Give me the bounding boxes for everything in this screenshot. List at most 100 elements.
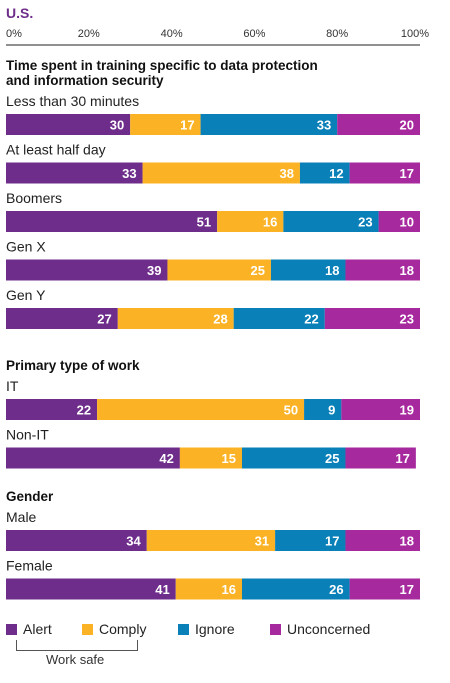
bar-segment-alert xyxy=(6,259,168,281)
bar-segment-alert xyxy=(6,399,98,420)
data-label: 33 xyxy=(122,166,136,181)
data-label: 18 xyxy=(400,534,414,549)
data-label: 15 xyxy=(222,451,236,466)
chart-title: U.S. xyxy=(6,5,33,21)
data-label: 10 xyxy=(400,215,414,230)
data-label: 25 xyxy=(250,263,264,278)
bar-segment-ignore xyxy=(241,447,346,469)
bar-segment-comply xyxy=(130,114,201,135)
bar-segment-alert xyxy=(6,308,118,329)
category-label: Gen X xyxy=(6,239,46,255)
data-label: 38 xyxy=(279,166,293,181)
x-tick-label: 40% xyxy=(161,28,183,40)
data-label: 17 xyxy=(325,534,339,549)
section-heading: Gender xyxy=(6,489,54,504)
bar-segment-comply xyxy=(97,399,305,420)
category-label: Male xyxy=(6,509,37,525)
bar-segment-ignore xyxy=(304,399,342,420)
data-label: 42 xyxy=(159,451,173,466)
bar-segment-comply xyxy=(175,578,242,600)
legend-item-comply: Comply xyxy=(82,620,146,638)
stacked-bar-chart: U.S. 0% 20% 40% 60% 80% 100% Time spent in tr… xyxy=(6,5,429,600)
bar-segment-unconcerned xyxy=(349,578,420,600)
bar-segment-alert xyxy=(6,114,131,135)
chart-sections: Time spent in training specific to data … xyxy=(6,58,420,600)
category-label: Female xyxy=(6,558,53,574)
legend-swatch-comply xyxy=(82,624,93,635)
bar-segment-alert xyxy=(6,447,180,469)
category-label: Non-IT xyxy=(6,427,49,443)
work-safe-label: Work safe xyxy=(46,652,105,667)
legend-label-alert: Alert xyxy=(23,621,52,637)
data-label: 17 xyxy=(400,582,414,597)
bar-segment-unconcerned xyxy=(324,308,420,329)
data-label: 28 xyxy=(213,312,227,327)
data-label: 17 xyxy=(180,118,194,133)
data-label: 22 xyxy=(77,403,91,418)
section-heading: and information security xyxy=(6,73,164,88)
legend: Alert Comply Ignore Unconcerned Work saf… xyxy=(6,620,446,670)
x-tick-label: 20% xyxy=(78,28,100,40)
data-label: 33 xyxy=(317,118,331,133)
section-heading: Primary type of work xyxy=(6,358,140,373)
bar-segment-comply xyxy=(217,211,284,232)
bar-segment-comply xyxy=(167,259,271,281)
chart-section: Gender Male 34 31 17 18 Female 41 16 26 17 xyxy=(6,489,420,600)
data-label: 9 xyxy=(328,403,335,418)
data-label: 41 xyxy=(155,582,169,597)
data-label: 39 xyxy=(147,263,161,278)
chart-section: Time spent in training specific to data … xyxy=(6,58,420,329)
data-label: 16 xyxy=(222,582,236,597)
data-label: 17 xyxy=(395,451,409,466)
data-label: 51 xyxy=(197,215,211,230)
bar-segment-unconcerned xyxy=(341,399,420,420)
chart-section: Primary type of work IT 22 50 9 19 Non-IT 42 15 2… xyxy=(6,358,420,469)
bar-segment-unconcerned xyxy=(345,530,420,551)
category-label: Less than 30 minutes xyxy=(6,93,139,109)
bar-segment-unconcerned xyxy=(345,259,420,281)
bar-segment-ignore xyxy=(270,259,346,281)
work-safe-bracket xyxy=(16,640,138,651)
data-label: 16 xyxy=(263,215,277,230)
legend-item-alert: Alert xyxy=(6,620,52,638)
x-tick-label: 0% xyxy=(6,28,22,40)
section-heading: Time spent in training specific to data … xyxy=(6,58,318,73)
data-label: 27 xyxy=(97,312,111,327)
bar-segment-ignore xyxy=(283,211,379,232)
category-label: Boomers xyxy=(6,190,62,206)
x-axis-ticks: 0% 20% 40% 60% 80% 100% xyxy=(6,28,429,40)
data-label: 25 xyxy=(325,451,339,466)
bar-segment-unconcerned xyxy=(349,162,420,184)
legend-item-ignore: Ignore xyxy=(178,620,235,638)
legend-swatch-unconcerned xyxy=(270,624,281,635)
data-label: 26 xyxy=(329,582,343,597)
x-tick-label: 80% xyxy=(326,28,348,40)
bar-segment-ignore xyxy=(299,162,350,184)
x-tick-label: 100% xyxy=(401,28,429,40)
bar-segment-comply xyxy=(179,447,242,469)
category-label: Gen Y xyxy=(6,287,46,303)
x-tick-label: 60% xyxy=(243,28,265,40)
legend-item-unconcerned: Unconcerned xyxy=(270,620,370,638)
data-label: 18 xyxy=(325,263,339,278)
legend-label-ignore: Ignore xyxy=(195,621,235,637)
bar-segment-ignore xyxy=(200,114,338,135)
bar-segment-alert xyxy=(6,530,147,551)
bar-segment-ignore xyxy=(275,530,346,551)
data-label: 34 xyxy=(126,534,141,549)
legend-swatch-ignore xyxy=(178,624,189,635)
data-label: 30 xyxy=(110,118,124,133)
legend-label-comply: Comply xyxy=(99,621,147,637)
bar-segment-ignore xyxy=(241,578,350,600)
data-label: 22 xyxy=(304,312,318,327)
data-label: 12 xyxy=(329,166,343,181)
bar-segment-unconcerned xyxy=(337,114,420,135)
bar-segment-comply xyxy=(117,308,234,329)
bar-segment-alert xyxy=(6,162,143,184)
legend-swatch-alert xyxy=(6,624,17,635)
bar-segment-ignore xyxy=(233,308,325,329)
data-label: 19 xyxy=(400,403,414,418)
bar-segment-unconcerned xyxy=(345,447,416,469)
bar-segment-alert xyxy=(6,211,218,232)
data-label: 23 xyxy=(400,312,414,327)
